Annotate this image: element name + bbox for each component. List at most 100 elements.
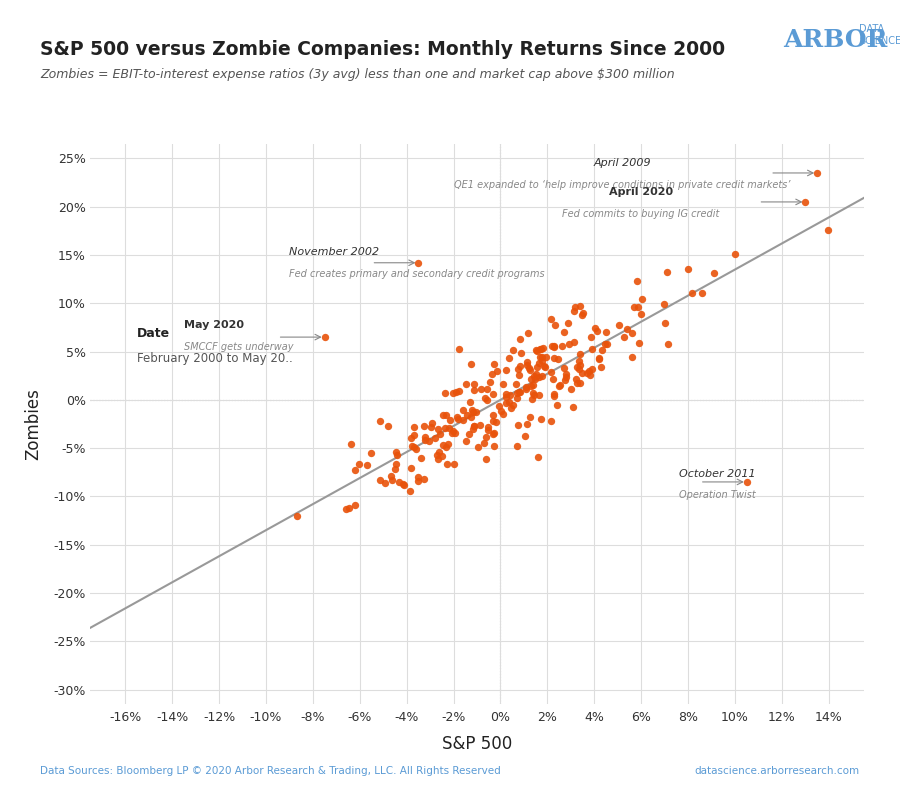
Point (430, 453, 445, 466)
Point (437, 422, 452, 434)
Point (403, 431, 418, 444)
Point (389, 446, 403, 458)
Point (487, 439, 501, 452)
Point (378, 476, 392, 489)
Point (568, 301, 582, 314)
Point (472, 418, 487, 431)
Point (435, 450, 449, 462)
Point (464, 358, 478, 370)
Point (491, 399, 506, 412)
Point (535, 370, 549, 382)
Point (452, 385, 466, 398)
Point (466, 422, 481, 435)
Point (510, 418, 525, 431)
Point (532, 357, 546, 370)
Point (479, 430, 493, 443)
Point (533, 343, 547, 356)
Point (572, 362, 586, 375)
Point (290, 510, 304, 522)
Point (407, 428, 421, 441)
Point (473, 382, 488, 395)
Point (510, 362, 525, 375)
Point (480, 383, 494, 396)
Text: Operation Twist: Operation Twist (679, 490, 755, 500)
Point (529, 367, 544, 380)
Text: DATA
SCIENCE: DATA SCIENCE (860, 24, 900, 46)
Point (547, 387, 562, 400)
Point (532, 389, 546, 402)
Point (545, 372, 560, 385)
Point (544, 313, 558, 326)
Point (547, 340, 562, 353)
Point (397, 479, 411, 492)
Point (548, 319, 562, 332)
Point (481, 420, 495, 433)
Point (685, 286, 699, 299)
Point (625, 326, 639, 339)
Point (392, 475, 406, 488)
Point (620, 322, 634, 335)
Point (441, 437, 455, 450)
Point (402, 485, 417, 498)
Point (344, 438, 358, 451)
Text: QE1 expanded to ‘help improve conditions in private credit markets’: QE1 expanded to ‘help improve conditions… (454, 180, 791, 190)
Point (529, 345, 544, 358)
Point (531, 451, 545, 464)
Point (389, 458, 403, 470)
Point (529, 344, 544, 357)
Point (552, 380, 566, 393)
Point (547, 340, 562, 353)
Point (707, 266, 722, 279)
Point (418, 434, 433, 446)
Point (567, 336, 581, 349)
Point (538, 361, 553, 374)
Point (478, 392, 492, 405)
Point (544, 339, 559, 352)
Point (487, 426, 501, 439)
Point (575, 309, 590, 322)
Point (512, 369, 526, 382)
Point (396, 478, 410, 490)
Point (430, 423, 445, 436)
Point (499, 391, 513, 404)
Point (576, 306, 590, 319)
Point (414, 452, 428, 465)
Point (425, 416, 439, 429)
Point (493, 405, 508, 418)
Point (632, 337, 646, 350)
Point (504, 402, 518, 415)
Point (466, 383, 481, 396)
Point (561, 316, 575, 329)
Point (544, 414, 558, 427)
Point (490, 416, 504, 429)
Point (535, 342, 549, 355)
Point (520, 355, 535, 368)
Point (508, 378, 523, 390)
Point (513, 386, 527, 399)
Point (438, 386, 453, 399)
Point (583, 369, 598, 382)
Point (509, 386, 524, 399)
Point (559, 370, 573, 383)
Point (467, 378, 482, 390)
Point (417, 419, 431, 432)
Point (526, 369, 541, 382)
Point (499, 397, 513, 410)
Point (486, 388, 500, 401)
Point (499, 388, 513, 401)
Point (364, 447, 378, 460)
Text: Fed creates primary and secondary credit programs: Fed creates primary and secondary credit… (290, 269, 545, 278)
Point (429, 449, 444, 462)
Point (570, 377, 584, 390)
Point (452, 342, 466, 355)
Point (520, 418, 535, 430)
Point (468, 406, 482, 418)
Point (522, 362, 536, 374)
Point (592, 353, 607, 366)
Point (740, 475, 754, 488)
Point (503, 389, 517, 402)
Point (390, 449, 404, 462)
Point (539, 351, 554, 364)
Point (534, 413, 548, 426)
Point (660, 266, 674, 278)
